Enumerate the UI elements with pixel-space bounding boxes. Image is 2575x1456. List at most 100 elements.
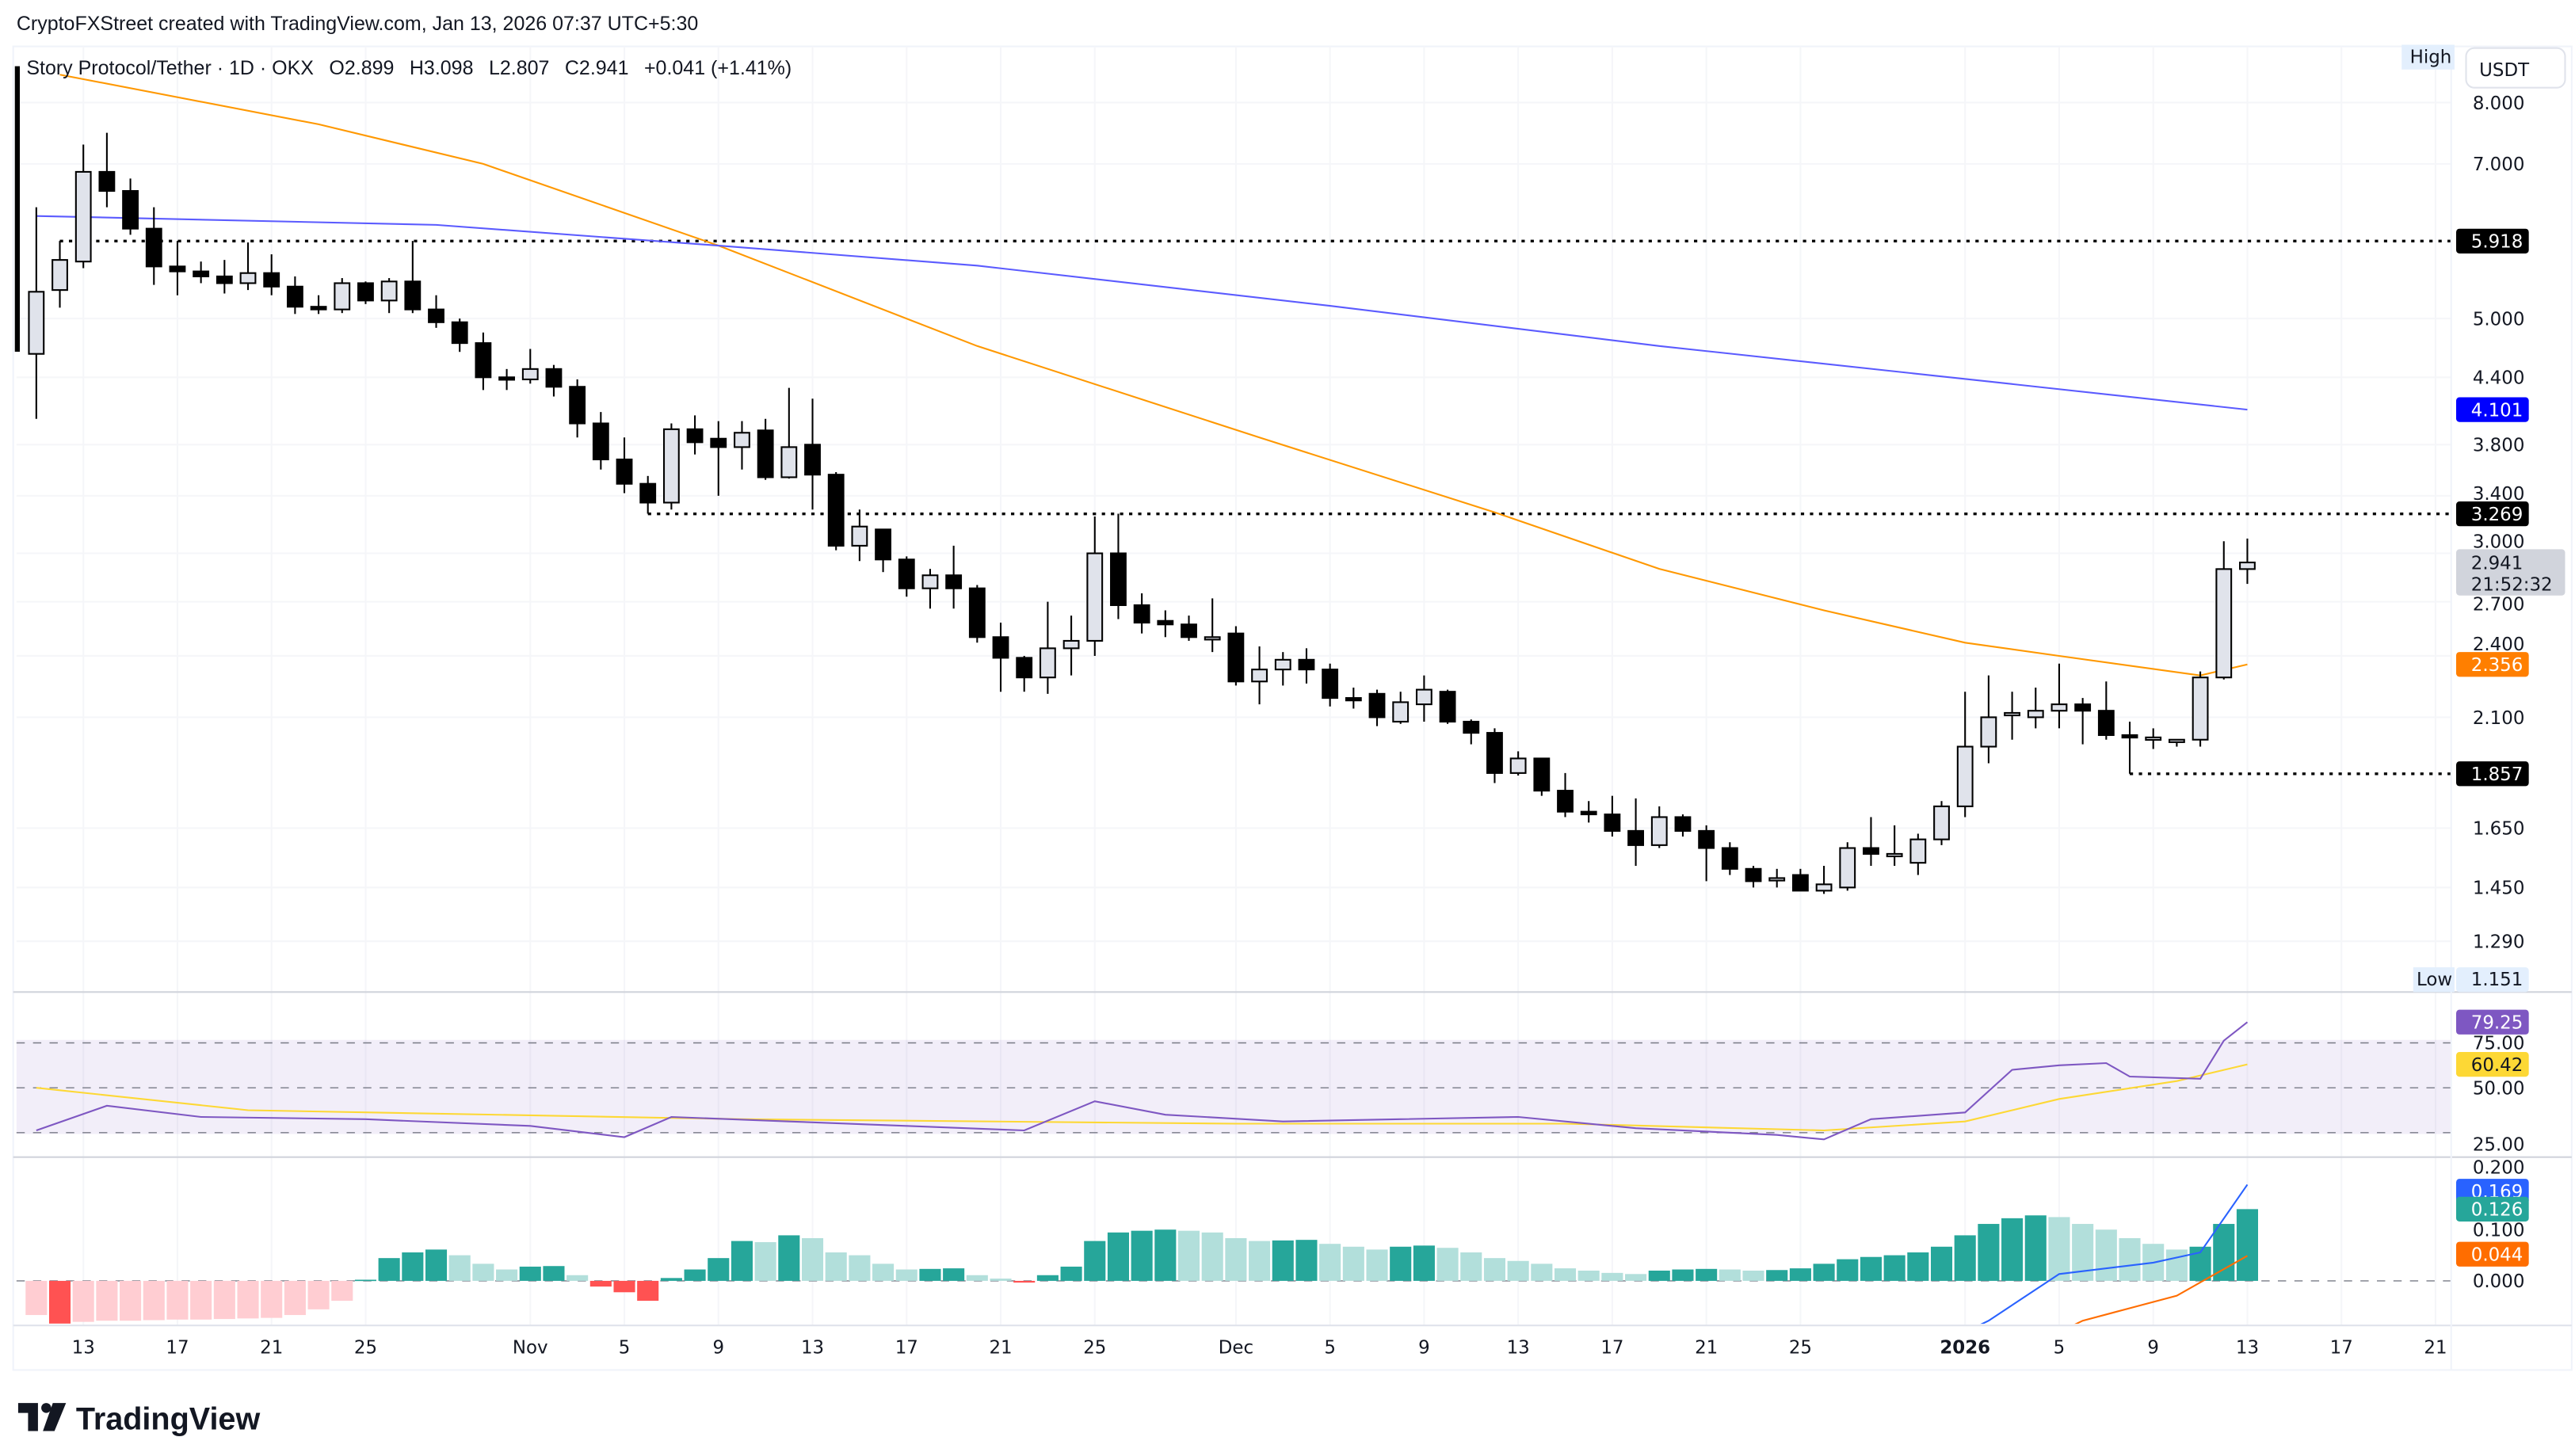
- macd-histogram-bar: [1272, 1240, 1294, 1281]
- candle-down: [1721, 847, 1738, 870]
- macd-histogram-bar: [166, 1280, 189, 1320]
- rsi-ma-badge-bg: [2456, 1052, 2529, 1077]
- sma-200-line: [36, 215, 2248, 411]
- candle-down: [1463, 720, 1480, 734]
- macd-histogram-bar: [1507, 1260, 1529, 1281]
- horizontal-levels: [59, 239, 2451, 776]
- macd-histogram-bar: [213, 1280, 235, 1320]
- macd-histogram-bar: [1319, 1244, 1341, 1281]
- macd-histogram-bar: [895, 1269, 917, 1281]
- macd-histogram-bar: [1177, 1230, 1200, 1281]
- macd-histogram-bar: [48, 1280, 71, 1324]
- candle-up: [851, 525, 868, 547]
- candle-up: [1768, 877, 1786, 882]
- rsi-tick-label: 25.00: [2473, 1134, 2525, 1155]
- candle-up: [2239, 561, 2256, 570]
- macd-tick-label: 0.100: [2473, 1221, 2525, 1241]
- macd-histogram-bar: [990, 1279, 1012, 1281]
- candle-up: [921, 574, 939, 589]
- candle-up: [662, 428, 680, 504]
- tradingview-logo-text: TradingView: [76, 1401, 261, 1436]
- tradingview-logo[interactable]: TradingView: [17, 1401, 261, 1436]
- last-price-badge-bg: [2456, 549, 2565, 596]
- macd-tick-label: 0.200: [2473, 1158, 2525, 1179]
- macd-histogram-bar: [801, 1238, 824, 1281]
- macd-histogram-bar: [731, 1241, 753, 1281]
- macd-histogram-bar: [1860, 1256, 1882, 1281]
- moving-averages: [36, 74, 2248, 677]
- candle-down: [1486, 732, 1503, 774]
- price-tick-label: 2.400: [2473, 635, 2525, 655]
- candle-up: [1086, 552, 1104, 642]
- price-tick-label: 4.400: [2473, 368, 2525, 389]
- time-tick-label: 5: [2054, 1338, 2066, 1359]
- candle-down: [1345, 697, 1362, 702]
- rsi-badge-bg: [2456, 1009, 2529, 1035]
- candle-down: [757, 429, 774, 478]
- candle-down: [804, 444, 821, 476]
- currency-button[interactable]: USDT: [2465, 47, 2566, 89]
- time-tick-label: 17: [1600, 1338, 1623, 1359]
- time-axis[interactable]: 13 17 21 25 Nov 5 9 13 17 21 25 Dec 5 9 13 17 21 25 2026 5 9…: [72, 1338, 2447, 1359]
- time-tick-label: 21: [260, 1338, 283, 1359]
- candle-down: [1791, 874, 1809, 892]
- candle-down: [263, 272, 280, 288]
- candle-up: [1650, 816, 1668, 846]
- rsi-tick-label: 75.00: [2473, 1034, 2525, 1054]
- price-tick-label: 1.450: [2473, 879, 2525, 899]
- candle-up: [1274, 658, 1291, 671]
- candle-down: [827, 474, 845, 547]
- candle-down: [2121, 734, 2138, 739]
- candle-up: [52, 259, 68, 292]
- time-tick-label: 5: [1324, 1338, 1336, 1359]
- level-badge: 1.857: [2471, 764, 2524, 785]
- macd-histogram-bar: [448, 1255, 471, 1281]
- macd-histogram-bar: [1436, 1248, 1459, 1281]
- candle-up: [1815, 883, 1833, 892]
- macd-histogram-bar: [25, 1280, 48, 1316]
- candle-down: [1698, 829, 1715, 849]
- candle-down: [1181, 623, 1197, 638]
- high-label: High: [2410, 47, 2452, 67]
- macd-histogram-bar: [1766, 1270, 1788, 1281]
- macd-histogram-bar: [754, 1242, 776, 1281]
- price-axis[interactable]: 8.000 7.000 5.000 4.400 3.800 3.400 3.000 2.700…: [2473, 93, 2525, 1292]
- candle-up: [2145, 736, 2162, 741]
- macd-histogram-bar: [1601, 1272, 1623, 1281]
- macd-histogram-bar: [849, 1255, 871, 1281]
- time-tick-label: Dec: [1219, 1338, 1253, 1359]
- macd-histogram-bar: [778, 1235, 800, 1281]
- candle-up: [1956, 745, 1974, 807]
- candle-down: [1580, 810, 1597, 816]
- level-badge-bg: [2456, 501, 2529, 527]
- level-badge-bg: [2456, 761, 2529, 787]
- macd-histogram-bar: [190, 1280, 212, 1320]
- macd-histogram-bar: [1837, 1259, 1859, 1281]
- candle-down: [1227, 632, 1245, 683]
- macd-histogram-bar: [96, 1280, 118, 1321]
- price-tick-label: 1.290: [2473, 932, 2525, 953]
- candle-down: [875, 528, 892, 561]
- candle-up: [780, 446, 798, 478]
- candle-down: [451, 321, 468, 345]
- candle-down: [898, 558, 915, 589]
- macd-histogram-bar: [2165, 1249, 2188, 1281]
- candle-down: [992, 636, 1009, 659]
- macd-histogram-bar: [1483, 1258, 1505, 1281]
- price-tick-label: 1.650: [2473, 819, 2525, 840]
- macd-histogram-bar: [261, 1280, 283, 1318]
- candle-down: [616, 458, 633, 485]
- time-tick-label: 13: [72, 1338, 95, 1359]
- macd-histogram-bar: [2001, 1218, 2024, 1281]
- rsi-pane: [16, 1021, 2451, 1141]
- macd-histogram-bar: [1295, 1240, 1318, 1281]
- low-value-bg: [2456, 967, 2529, 993]
- macd-histogram-bar: [284, 1280, 306, 1316]
- macd-histogram-bar: [1648, 1270, 1670, 1281]
- macd-histogram-bar: [1742, 1270, 1764, 1281]
- sma50-badge: 2.356: [2471, 655, 2524, 676]
- macd-histogram-bar: [1036, 1275, 1059, 1281]
- macd-histogram-bar: [1413, 1245, 1435, 1281]
